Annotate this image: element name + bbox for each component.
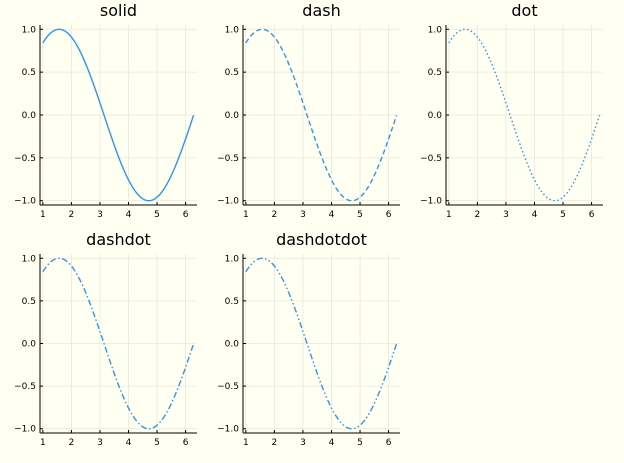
- y-tick-label: −1.0: [420, 197, 442, 207]
- x-tick-label: 4: [126, 210, 132, 220]
- x-tick-label: 2: [272, 210, 278, 220]
- x-tick-label: 1: [243, 438, 249, 448]
- y-tick-label: −0.5: [217, 382, 239, 392]
- x-tick-label: 5: [357, 210, 363, 220]
- x-tick-label: 6: [386, 438, 392, 448]
- y-tick-label: 0.0: [225, 111, 240, 121]
- y-tick-label: 0.0: [22, 340, 37, 350]
- y-tick-label: 1.0: [225, 25, 240, 35]
- x-tick-label: 4: [532, 210, 538, 220]
- subplot-title: dashdotdot: [276, 230, 367, 249]
- y-tick-label: −1.0: [217, 425, 239, 435]
- grid: [243, 25, 400, 205]
- subplot-dashdotdot: 1 2 3 4 5 6 −1.0 −0.5 0.0 0.5 1.0 dashdotdot: [217, 230, 400, 448]
- x-tick-label: 2: [475, 210, 481, 220]
- y-tick-label: 0.5: [428, 68, 442, 78]
- x-tick-label: 3: [97, 210, 103, 220]
- x-tick-label: 1: [446, 210, 452, 220]
- subplot-title: dot: [511, 1, 537, 20]
- series-line-dot: [448, 28, 601, 202]
- x-tick-label: 5: [154, 210, 160, 220]
- y-tick-label: 1.0: [428, 25, 443, 35]
- series-line-dashdot: [42, 257, 195, 430]
- series-line-solid: [42, 28, 195, 202]
- series-line-dashdotdot: [245, 257, 398, 430]
- x-tick-label: 1: [243, 210, 249, 220]
- x-tick-label: 4: [329, 210, 335, 220]
- y-tick-label: 0.0: [428, 111, 443, 121]
- x-tick-label: 1: [40, 438, 46, 448]
- y-tick-label: 0.5: [22, 68, 36, 78]
- x-tick-label: 6: [183, 438, 189, 448]
- y-tick-label: 0.0: [22, 111, 37, 121]
- x-tick-label: 2: [272, 438, 278, 448]
- x-tick-label: 6: [386, 210, 392, 220]
- x-tick-label: 6: [183, 210, 189, 220]
- y-tick-label: −0.5: [420, 154, 442, 164]
- y-tick-label: −1.0: [14, 425, 36, 435]
- grid: [446, 25, 603, 205]
- series-line-dash: [245, 28, 398, 202]
- subplot-title: dash: [302, 1, 340, 20]
- x-tick-label: 3: [300, 210, 306, 220]
- x-tick-label: 4: [329, 438, 335, 448]
- grid: [40, 254, 197, 433]
- x-tick-label: 2: [69, 438, 75, 448]
- y-tick-label: 0.5: [225, 68, 239, 78]
- x-tick-label: 2: [69, 210, 75, 220]
- y-tick-label: 0.5: [22, 297, 36, 307]
- y-tick-label: 1.0: [22, 254, 37, 264]
- x-tick-label: 3: [97, 438, 103, 448]
- y-tick-label: −0.5: [14, 382, 36, 392]
- x-tick-label: 3: [503, 210, 509, 220]
- subplot-solid: 1 2 3 4 5 6 −1.0 −0.5 0.0 0.5 1.0 solid: [14, 1, 197, 220]
- y-tick-label: 0.5: [225, 297, 239, 307]
- x-tick-label: 5: [154, 438, 160, 448]
- subplot-dashdot: 1 2 3 4 5 6 −1.0 −0.5 0.0 0.5 1.0 dashdot: [14, 230, 197, 448]
- subplot-title: dashdot: [86, 230, 151, 249]
- x-tick-label: 5: [357, 438, 363, 448]
- x-tick-label: 3: [300, 438, 306, 448]
- x-tick-label: 5: [560, 210, 566, 220]
- x-tick-label: 6: [589, 210, 595, 220]
- x-tick-label: 4: [126, 438, 132, 448]
- y-tick-label: −0.5: [14, 154, 36, 164]
- y-tick-label: 0.0: [225, 340, 240, 350]
- subplot-dot: 1 2 3 4 5 6 −1.0 −0.5 0.0 0.5 1.0 dot: [420, 1, 603, 220]
- y-tick-label: −1.0: [14, 197, 36, 207]
- y-tick-label: 1.0: [22, 25, 37, 35]
- subplot-grid: 1 2 3 4 5 6 −1.0 −0.5 0.0 0.5 1.0 solid 1 2 3 4 5 6 −1.0 −0…: [14, 1, 603, 448]
- y-tick-label: −1.0: [217, 197, 239, 207]
- y-tick-label: 1.0: [225, 254, 240, 264]
- subplot-dash: 1 2 3 4 5 6 −1.0 −0.5 0.0 0.5 1.0 dash: [217, 1, 400, 220]
- y-tick-label: −0.5: [217, 154, 239, 164]
- subplot-title: solid: [100, 1, 137, 20]
- x-tick-label: 1: [40, 210, 46, 220]
